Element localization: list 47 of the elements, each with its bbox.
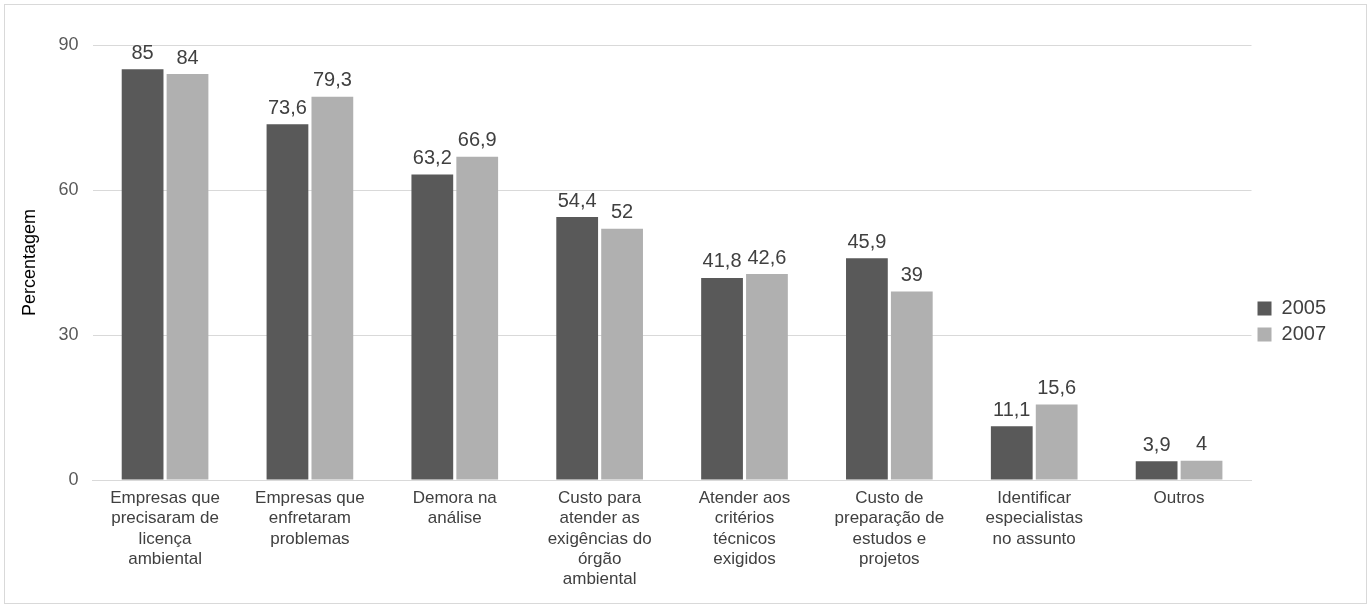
data-label: 42,6: [747, 245, 787, 268]
bar: [411, 174, 454, 480]
data-label: 45,9: [847, 229, 887, 252]
bar: [701, 277, 743, 480]
y-tick-label: 60: [58, 178, 79, 199]
bar: [166, 74, 209, 480]
x-tick-label: Empresas que precisaram de licença ambiental: [110, 487, 220, 569]
bar: [746, 274, 788, 480]
data-label: 63,2: [412, 146, 452, 169]
x-tick-label: Atender aos critérios técnicos exigidos: [698, 487, 791, 569]
x-tick-label: Custo de preparação de estudos e projetos: [834, 487, 945, 569]
x-tick-label: Identificar especialistas no assunto: [985, 487, 1083, 548]
bar: [990, 426, 1033, 480]
y-tick-label: 90: [58, 33, 79, 54]
bar: [456, 156, 499, 480]
legend-label: 2007: [1281, 322, 1327, 345]
data-label: 54,4: [557, 188, 597, 211]
x-tick-label: Empresas que enfretaram problemas: [255, 487, 365, 548]
bar: [1035, 404, 1078, 480]
bar: [846, 258, 888, 480]
y-axis-title: Percentagem: [18, 208, 39, 317]
data-label: 85: [131, 40, 154, 63]
y-tick-label: 30: [58, 323, 79, 344]
data-label: 73,6: [267, 95, 307, 118]
bar: [890, 291, 933, 480]
data-label: 11,1: [993, 397, 1031, 420]
data-label: 3,9: [1142, 432, 1171, 455]
x-tick-label: Demora na análise: [412, 487, 498, 528]
data-label: 52: [610, 200, 634, 223]
bar: [266, 124, 309, 480]
data-label: 66,9: [457, 128, 497, 151]
bar: [121, 69, 164, 480]
x-tick-label: Custo para atender as exigências do órgão ambiental: [547, 487, 652, 589]
data-label: 41,8: [702, 249, 742, 272]
x-tick-label: Outros: [1153, 487, 1205, 507]
bar: [556, 217, 599, 480]
data-label: 15,6: [1037, 376, 1077, 399]
bar: [1180, 460, 1223, 480]
data-label: 84: [176, 45, 199, 68]
bar: [1135, 461, 1178, 480]
bar: [601, 228, 643, 480]
bar: [311, 96, 354, 480]
legend-label: 2005: [1281, 296, 1327, 319]
data-label: 79,3: [312, 68, 352, 91]
data-label: 4: [1195, 432, 1208, 455]
y-tick-label: 0: [68, 468, 79, 489]
data-label: 39: [900, 263, 923, 286]
